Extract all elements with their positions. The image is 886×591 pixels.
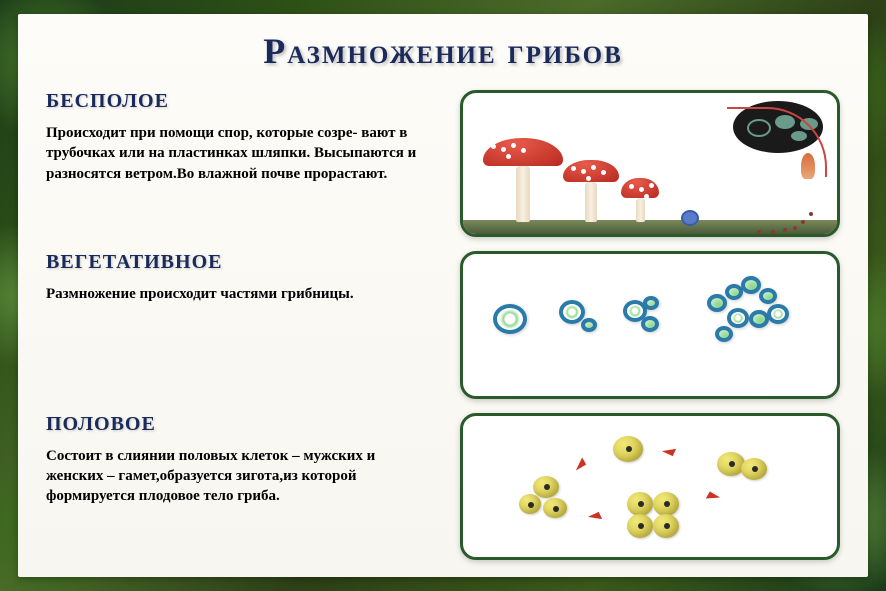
section-sexual: ПОЛОВОЕ Состоит в слиянии половых клеток… bbox=[46, 413, 442, 560]
mushroom-large bbox=[483, 138, 563, 222]
cluster-4 bbox=[759, 288, 777, 304]
spore-dots bbox=[809, 212, 813, 216]
cluster-7 bbox=[767, 304, 789, 324]
mushroom-medium bbox=[563, 160, 619, 222]
arrow-1 bbox=[572, 457, 586, 470]
heading-asexual: БЕСПОЛОЕ bbox=[46, 90, 434, 113]
page-title: Размножение грибов bbox=[46, 30, 840, 72]
zygote bbox=[627, 492, 681, 540]
arrow-2 bbox=[662, 443, 676, 455]
gamete-left-3 bbox=[543, 498, 567, 518]
cluster-5 bbox=[727, 308, 749, 328]
heading-vegetative: ВЕГЕТАТИВНОЕ bbox=[46, 251, 434, 274]
illus-sexual bbox=[460, 413, 840, 560]
arrow-4 bbox=[588, 511, 602, 523]
gamete-left-2 bbox=[519, 494, 541, 514]
bud-2b bbox=[581, 318, 597, 332]
illus-asexual bbox=[460, 90, 840, 237]
mushroom-small bbox=[621, 178, 659, 222]
page: Размножение грибов БЕСПОЛОЕ Происходит п… bbox=[18, 14, 868, 577]
body-sexual: Состоит в слиянии половых клеток – мужск… bbox=[46, 446, 434, 507]
arrow-3 bbox=[706, 491, 720, 504]
gamete-top bbox=[613, 436, 643, 462]
content-grid: БЕСПОЛОЕ Происходит при помощи спор, кот… bbox=[46, 90, 840, 560]
heading-sexual: ПОЛОВОЕ bbox=[46, 413, 434, 436]
cluster-6 bbox=[749, 310, 769, 328]
ground bbox=[463, 220, 837, 234]
body-asexual: Происходит при помощи спор, которые созр… bbox=[46, 123, 434, 184]
gamete-right-2 bbox=[741, 458, 767, 480]
bud-3c bbox=[641, 316, 659, 332]
section-vegetative: ВЕГЕТАТИВНОЕ Размножение происходит част… bbox=[46, 251, 442, 398]
bud-3b bbox=[643, 296, 659, 310]
illus-vegetative bbox=[460, 251, 840, 398]
body-vegetative: Размножение происходит частями грибницы. bbox=[46, 284, 434, 304]
cluster-3 bbox=[741, 276, 761, 294]
bud-1 bbox=[493, 304, 527, 334]
section-asexual: БЕСПОЛОЕ Происходит при помощи спор, кот… bbox=[46, 90, 442, 237]
gamete-left-1 bbox=[533, 476, 559, 498]
cluster-1 bbox=[707, 294, 727, 312]
emerging-mushroom-icon bbox=[801, 153, 815, 179]
cluster-8 bbox=[715, 326, 733, 342]
